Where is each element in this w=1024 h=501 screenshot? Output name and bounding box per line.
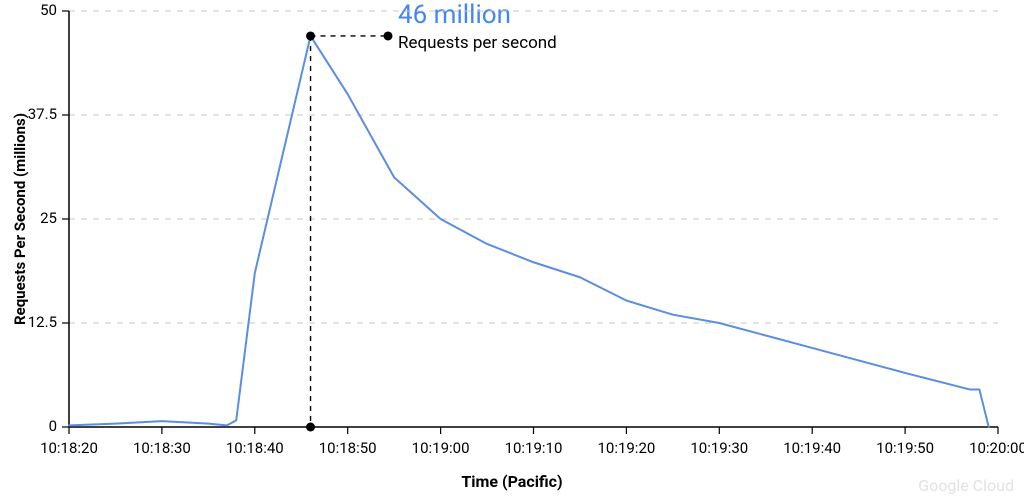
y-tick-label: 25: [40, 209, 57, 227]
x-tick-label: 10:18:40: [220, 439, 290, 457]
rps-line-chart: [0, 0, 1024, 501]
x-tick-label: 10:18:30: [127, 439, 197, 457]
x-tick-label: 10:18:50: [313, 439, 383, 457]
x-tick-label: 10:18:20: [34, 439, 104, 457]
y-tick-label: 37.5: [28, 105, 57, 123]
x-tick-label: 10:19:50: [870, 439, 940, 457]
x-tick-label: 10:19:40: [777, 439, 847, 457]
x-tick-label: 10:19:20: [591, 439, 661, 457]
x-tick-label: 10:20:00: [963, 439, 1024, 457]
y-tick-label: 12.5: [28, 313, 57, 331]
y-tick-label: 50: [40, 1, 57, 19]
y-tick-label: 0: [49, 417, 57, 435]
x-tick-label: 10:19:00: [406, 439, 476, 457]
x-tick-label: 10:19:10: [499, 439, 569, 457]
x-tick-label: 10:19:30: [684, 439, 754, 457]
